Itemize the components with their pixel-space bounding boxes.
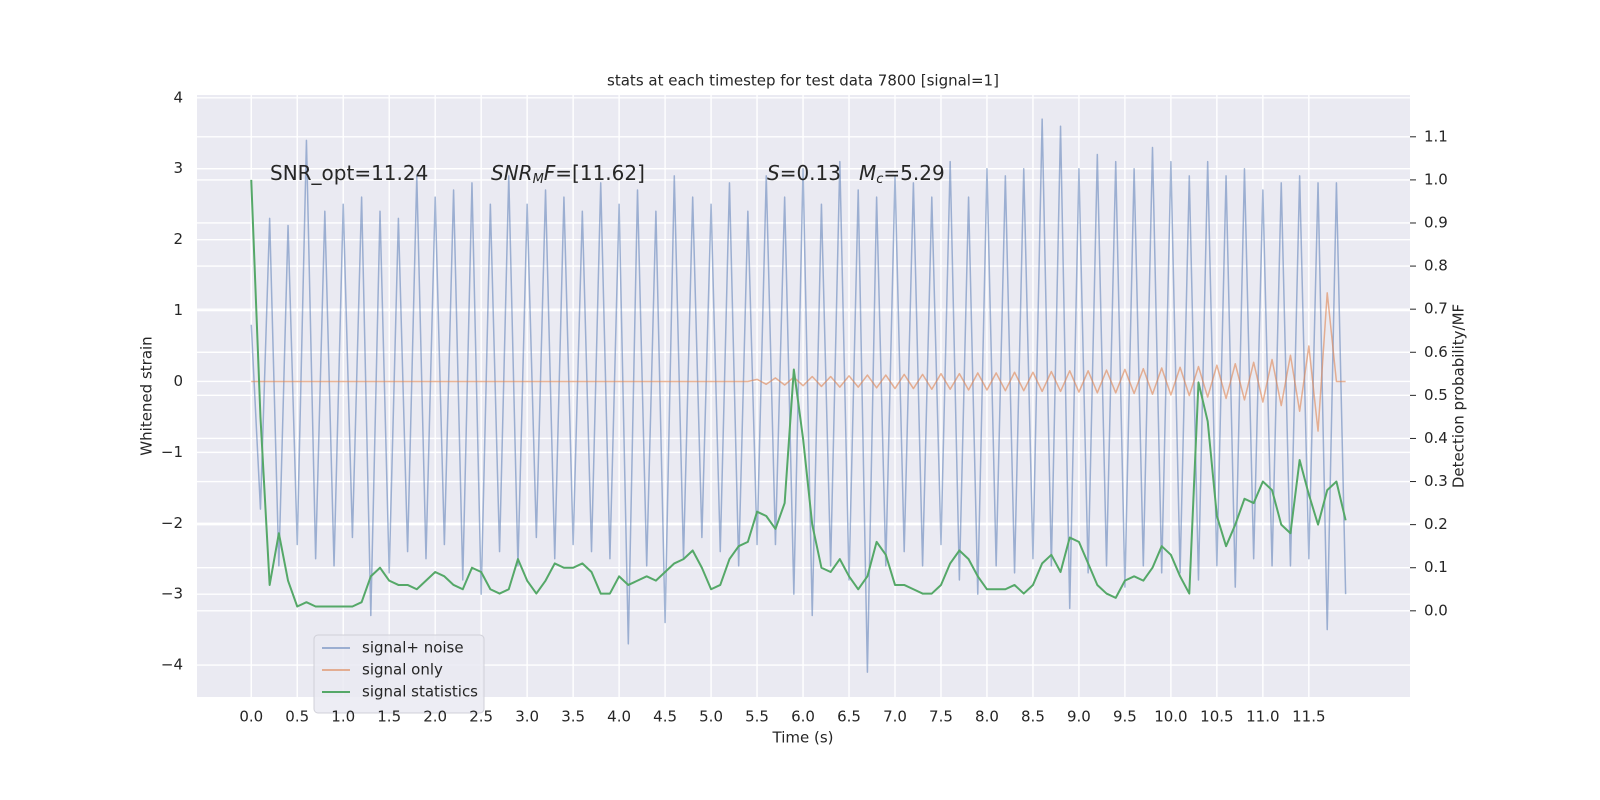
y-tick-label: −4: [161, 656, 183, 674]
annotation-subscript: M: [533, 172, 544, 187]
y2-tick-label: 1.1: [1424, 127, 1448, 145]
y-tick-label: 1: [173, 301, 183, 319]
annotation: SNR_opt=11.24: [270, 161, 428, 185]
annotation: Mc=5.29: [859, 161, 945, 187]
x-tick-label: 7.5: [929, 708, 953, 726]
annotation-text: S: [767, 161, 780, 185]
y2-tick-label: 0.0: [1424, 601, 1448, 619]
y2-tick-label: 0.8: [1424, 257, 1448, 275]
x-tick-label: 4.5: [653, 708, 677, 726]
annotation-text: =0.13: [780, 161, 841, 185]
x-tick-label: 2.5: [469, 708, 493, 726]
annotation: SNRMF=[11.62]: [491, 161, 645, 187]
legend-label: signal only: [362, 661, 443, 679]
x-tick-label: 6.0: [791, 708, 815, 726]
x-tick-label: 3.0: [515, 708, 539, 726]
y-tick-label: 0: [173, 372, 183, 390]
x-tick-label: 11.0: [1246, 708, 1279, 726]
x-tick-label: 10.0: [1154, 708, 1187, 726]
x-tick-label: 2.0: [423, 708, 447, 726]
x-tick-label: 6.5: [837, 708, 861, 726]
y-tick-label: −1: [161, 443, 183, 461]
annotation-text: =5.29: [883, 161, 944, 185]
series-lines: [250, 118, 1347, 673]
y-tick-label: −3: [161, 585, 183, 603]
x-tick-label: 7.0: [883, 708, 907, 726]
annotation-text: SNR_opt=11.24: [270, 161, 428, 185]
y2-tick-label: 0.5: [1424, 386, 1448, 404]
x-tick-label: 10.5: [1200, 708, 1233, 726]
annotation-text: SNR: [491, 161, 533, 185]
y-tick-label: 4: [173, 88, 183, 106]
legend-label: signal+ noise: [362, 639, 464, 657]
x-tick-label: 5.0: [699, 708, 723, 726]
x-tick-label: 8.5: [1021, 708, 1045, 726]
series-line: [251, 292, 1346, 432]
chart-title: stats at each timestep for test data 780…: [607, 72, 999, 90]
y2-axis-label: Detection probability/MF: [1450, 304, 1468, 488]
y-tick-label: 3: [173, 159, 183, 177]
x-tick-label: 9.0: [1067, 708, 1091, 726]
legend-label: signal statistics: [362, 683, 478, 701]
y2-tick-label: 0.6: [1424, 343, 1448, 361]
annotation-subscript: c: [876, 172, 883, 187]
x-tick-label: 0.5: [285, 708, 309, 726]
y-tick-label: −2: [161, 514, 183, 532]
legend: signal+ noise signal only signal statistic…: [313, 634, 485, 714]
y2-tick-label: 0.4: [1424, 429, 1448, 447]
x-tick-label: 11.5: [1292, 708, 1325, 726]
annotation-text: F: [544, 161, 556, 185]
y2-tick-label: 1.0: [1424, 170, 1448, 188]
annotation-text: =[11.62]: [555, 161, 645, 185]
x-tick-label: 4.0: [607, 708, 631, 726]
y2-tick-label: 0.7: [1424, 300, 1448, 318]
annotation-text: M: [859, 161, 876, 185]
y2-tick-label: 0.1: [1424, 558, 1448, 576]
y2-tick-label: 0.9: [1424, 213, 1448, 231]
x-tick-label: 0.0: [239, 708, 263, 726]
annotation: S=0.13: [767, 161, 841, 185]
x-axis-label: Time (s): [772, 729, 834, 747]
y2-tick-label: 0.3: [1424, 472, 1448, 490]
y-tick-label: 2: [173, 230, 183, 248]
y2-tick-label: 0.2: [1424, 515, 1448, 533]
x-tick-label: 1.5: [377, 708, 401, 726]
x-tick-label: 5.5: [745, 708, 769, 726]
x-tick-label: 1.0: [331, 708, 355, 726]
y-axis-label: Whitened strain: [138, 336, 156, 455]
legend-box: [313, 634, 485, 714]
series-line: [250, 179, 1347, 608]
x-tick-label: 3.5: [561, 708, 585, 726]
x-tick-label: 8.0: [975, 708, 999, 726]
x-tick-label: 9.5: [1113, 708, 1137, 726]
